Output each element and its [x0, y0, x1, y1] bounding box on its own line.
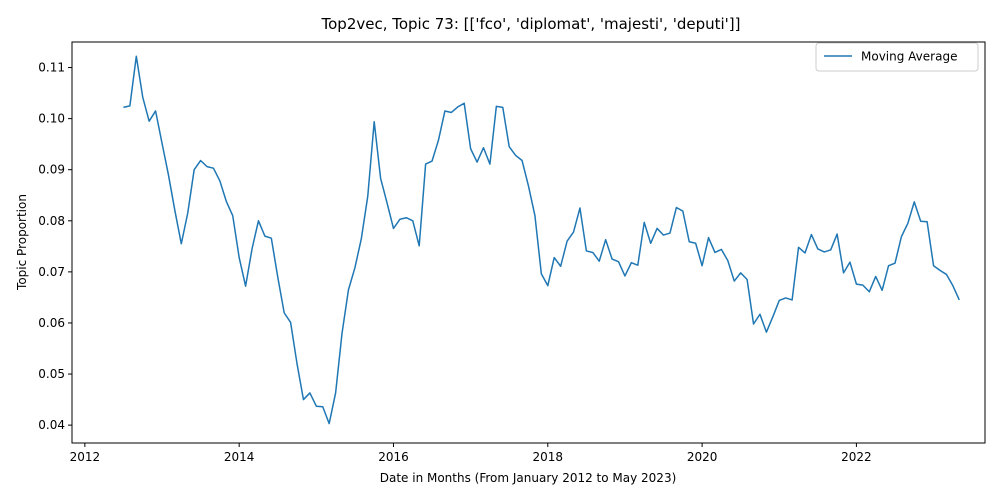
plot-area — [123, 55, 960, 425]
x-tick-label: 2020 — [687, 450, 718, 464]
y-tick-label: 0.07 — [38, 265, 65, 279]
y-tick-label: 0.08 — [38, 214, 65, 228]
legend-label: Moving Average — [861, 50, 957, 64]
x-axis-label: Date in Months (From January 2012 to May… — [380, 471, 677, 485]
y-tick-label: 0.10 — [38, 112, 65, 126]
y-axis: 0.04 0.05 0.06 0.07 0.08 0.09 0.10 0.11 — [38, 61, 72, 432]
x-tick-label: 2014 — [224, 450, 255, 464]
y-tick-label: 0.09 — [38, 163, 65, 177]
legend: Moving Average — [815, 42, 979, 72]
y-tick-label: 0.11 — [38, 61, 65, 75]
series-line-moving-average — [123, 55, 960, 425]
x-tick-label: 2018 — [533, 450, 564, 464]
y-axis-label: Topic Proportion — [15, 194, 29, 291]
legend-box — [815, 42, 979, 72]
y-tick-label: 0.05 — [38, 367, 65, 381]
plot-frame — [71, 41, 986, 444]
x-tick-label: 2016 — [378, 450, 409, 464]
x-tick-label: 2012 — [70, 450, 101, 464]
y-tick-label: 0.06 — [38, 316, 65, 330]
y-tick-label: 0.04 — [38, 418, 65, 432]
x-axis: 2012 2014 2016 2018 2020 2022 — [70, 443, 872, 464]
chart-title: Top2vec, Topic 73: [['fco', 'diplomat', … — [321, 15, 741, 33]
x-tick-label: 2022 — [841, 450, 872, 464]
